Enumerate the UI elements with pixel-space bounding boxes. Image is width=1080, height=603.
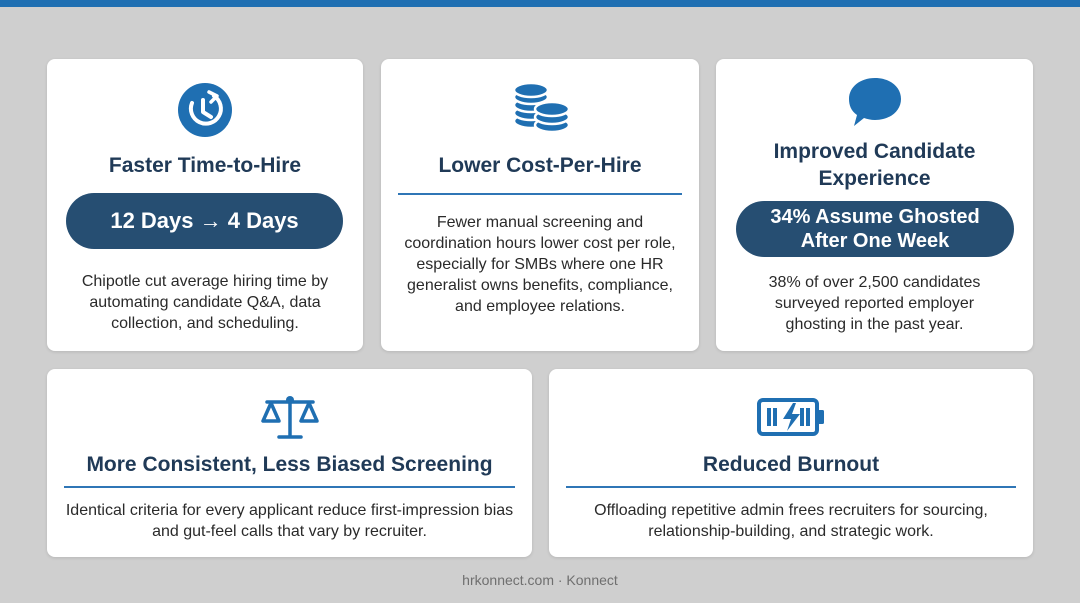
card-description: 38% of over 2,500 candidates surveyed re… bbox=[768, 274, 981, 333]
card-title: More Consistent, Less Biased Screening bbox=[86, 453, 493, 476]
divider bbox=[566, 486, 1016, 488]
card-reduced-burnout: Reduced Burnout Offloading repetitive ad… bbox=[549, 369, 1033, 557]
coins-icon bbox=[381, 81, 699, 135]
divider bbox=[64, 486, 515, 488]
card-description: Identical criteria for every applicant r… bbox=[65, 502, 514, 540]
battery-charging-icon bbox=[549, 396, 1033, 438]
stopwatch-icon bbox=[47, 81, 363, 139]
divider bbox=[398, 193, 682, 195]
card-improved-candidate-experience: Improved Candidate Experience 34% Assume… bbox=[716, 59, 1033, 351]
footer-source: hrkonnect.com · Konnect bbox=[462, 572, 618, 588]
card-title: Faster Time-to-Hire bbox=[108, 154, 302, 177]
top-accent-bar bbox=[0, 0, 1080, 7]
card-description: Fewer manual screening and coordination … bbox=[404, 214, 676, 315]
stat-pill: 34% Assume Ghosted After One Week bbox=[736, 201, 1014, 257]
stat-pill: 12 Days → 4 Days bbox=[66, 193, 343, 249]
card-lower-cost-per-hire: Lower Cost-Per-Hire Fewer manual screeni… bbox=[381, 59, 699, 351]
card-consistent-screening: More Consistent, Less Biased Screening I… bbox=[47, 369, 532, 557]
scales-icon bbox=[47, 393, 532, 441]
card-faster-time-to-hire: Faster Time-to-Hire 12 Days → 4 Days Chi… bbox=[47, 59, 363, 351]
card-description: Offloading repetitive admin frees recrui… bbox=[594, 502, 988, 540]
chat-bubble-icon bbox=[716, 75, 1033, 129]
card-description: Chipotle cut average hiring time by auto… bbox=[81, 273, 329, 332]
card-title: Lower Cost-Per-Hire bbox=[438, 154, 642, 177]
card-title: Improved Candidate Experience bbox=[773, 140, 976, 190]
card-title: Reduced Burnout bbox=[702, 453, 880, 476]
